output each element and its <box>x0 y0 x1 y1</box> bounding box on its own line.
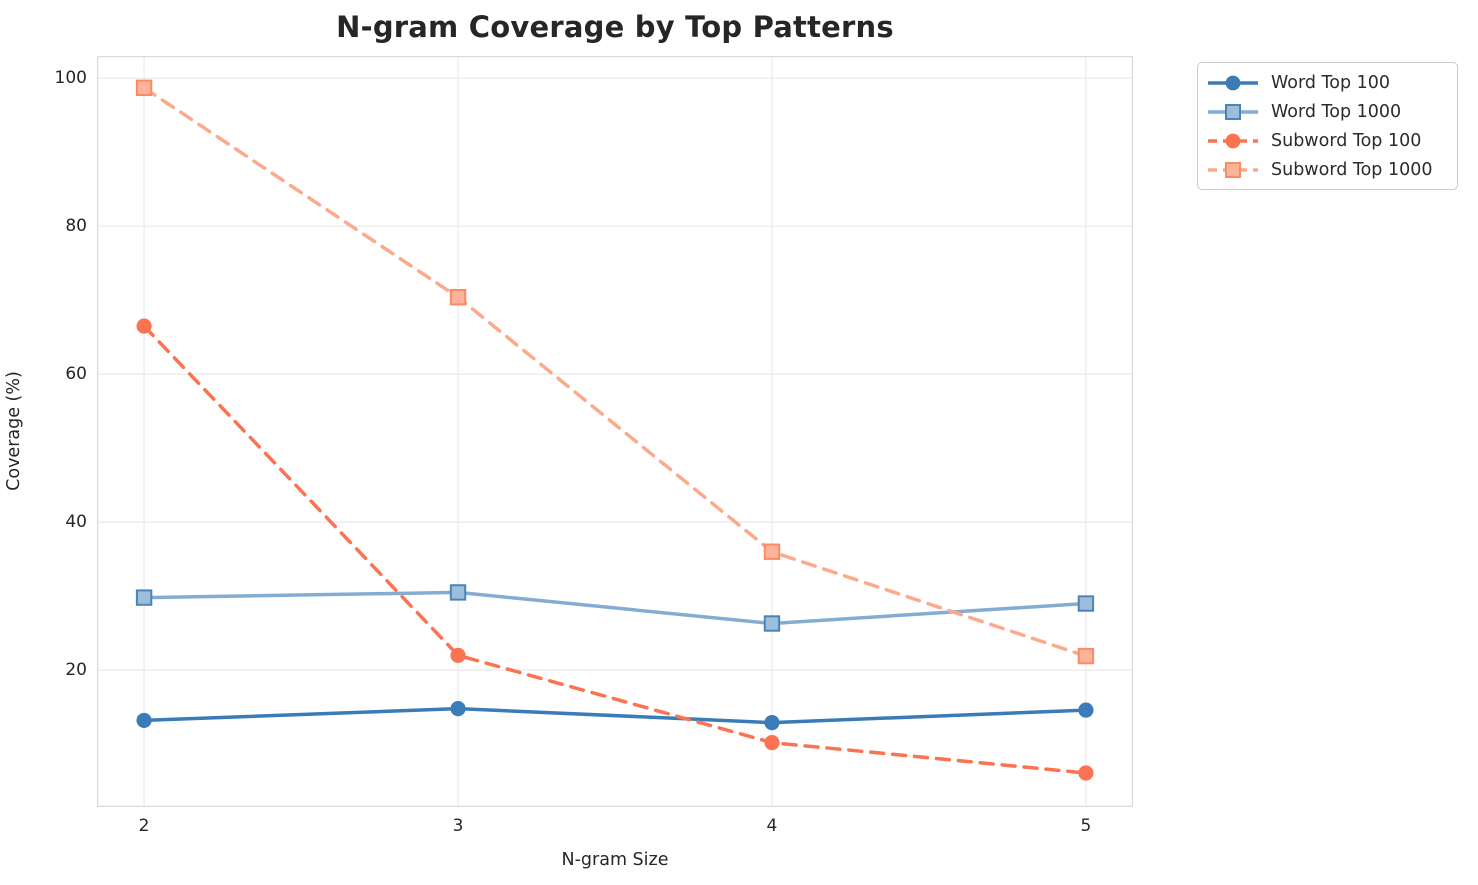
y-tick-label: 40 <box>65 512 87 533</box>
legend-label: Subword Top 100 <box>1271 130 1422 151</box>
legend-label: Word Top 100 <box>1271 72 1391 93</box>
y-axis-label-text: Coverage (%) <box>4 371 24 491</box>
circle-marker-icon <box>1225 133 1241 148</box>
data-point-subword-top-100 <box>450 647 466 663</box>
y-tick-label: 80 <box>65 216 87 237</box>
data-point-word-top-100 <box>450 700 466 717</box>
legend-item-word-top-1000: Word Top 1000 <box>1198 97 1457 126</box>
chart-title: N-gram Coverage by Top Patterns <box>336 10 894 44</box>
legend-label: Word Top 1000 <box>1271 101 1402 122</box>
legend-item-subword-top-100: Subword Top 100 <box>1198 126 1457 155</box>
data-point-subword-top-1000 <box>763 543 781 560</box>
legend-swatch-square-icon <box>1208 103 1258 120</box>
legend-swatch-circle-icon <box>1208 75 1258 90</box>
data-point-subword-top-1000 <box>1077 647 1095 665</box>
y-tick-label: 60 <box>65 364 87 385</box>
data-point-word-top-100 <box>764 715 780 731</box>
legend: Word Top 100 Word Top 1000 Subword Top 100… <box>1197 62 1458 190</box>
x-tick-label: 5 <box>1080 816 1092 836</box>
data-point-word-top-1000 <box>449 584 467 601</box>
series-line-word-top-100 <box>142 706 1088 725</box>
series-line-word-top-1000 <box>142 590 1088 626</box>
series-line-subword-top-1000 <box>142 86 1088 658</box>
data-point-subword-top-100 <box>1078 765 1094 781</box>
data-point-subword-top-100 <box>764 735 780 751</box>
data-point-subword-top-1000 <box>135 79 153 97</box>
y-tick-label: 20 <box>65 660 87 681</box>
plot-area <box>97 56 1133 807</box>
square-marker-icon <box>1225 161 1241 178</box>
data-point-subword-top-100 <box>136 318 152 334</box>
legend-item-word-top-100: Word Top 100 <box>1198 68 1457 97</box>
x-tick-label: 4 <box>766 816 778 836</box>
x-tick-label: 2 <box>138 816 150 836</box>
data-point-word-top-100 <box>136 712 152 729</box>
data-point-word-top-1000 <box>1077 595 1095 612</box>
x-axis-label: N-gram Size <box>561 850 669 870</box>
plot-spines <box>97 56 1133 807</box>
data-point-subword-top-1000 <box>449 289 467 306</box>
series-line-subword-top-100 <box>142 324 1088 775</box>
legend-item-subword-top-1000: Subword Top 1000 <box>1198 155 1457 184</box>
data-point-word-top-100 <box>1078 702 1094 718</box>
square-marker-icon <box>1225 103 1241 120</box>
legend-swatch-circle-icon <box>1208 133 1258 148</box>
y-tick-label: 100 <box>54 68 87 89</box>
data-point-word-top-1000 <box>135 589 153 606</box>
legend-swatch-square-icon <box>1208 161 1258 178</box>
circle-marker-icon <box>1225 75 1241 90</box>
legend-label: Subword Top 1000 <box>1271 159 1433 180</box>
x-tick-label: 3 <box>452 816 464 836</box>
data-point-word-top-1000 <box>763 615 781 632</box>
